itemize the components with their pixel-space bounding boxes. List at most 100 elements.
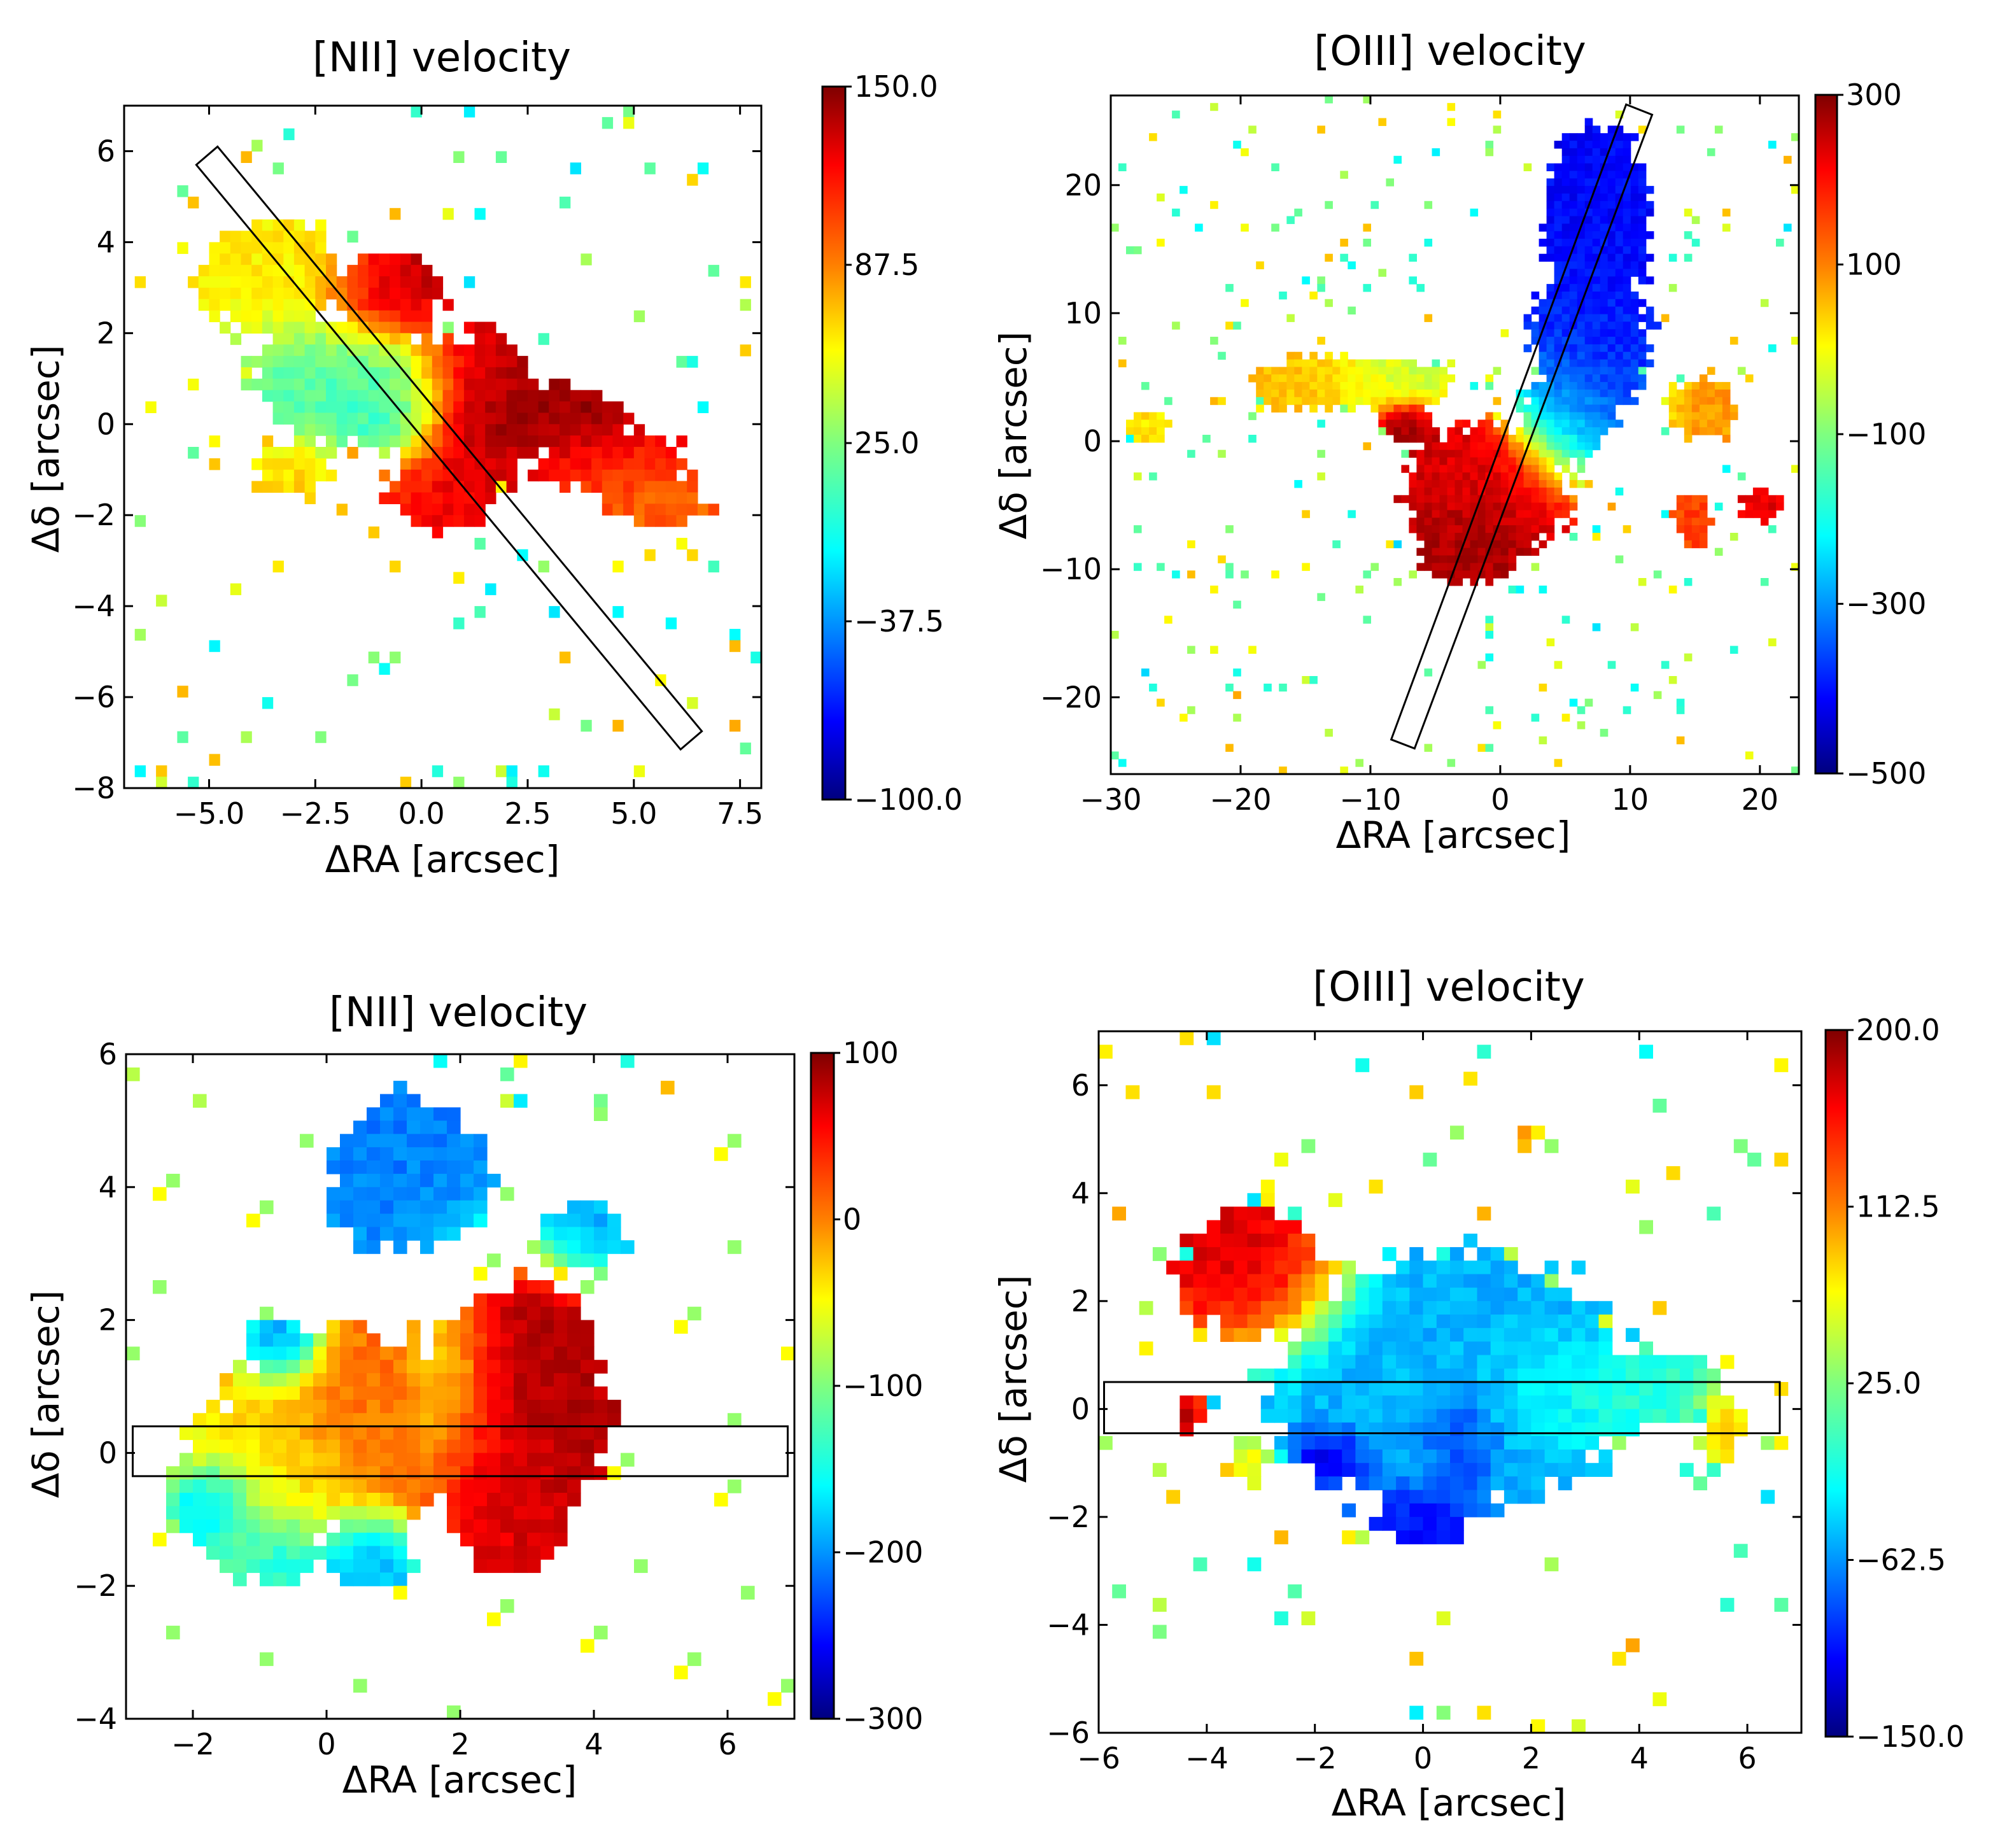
heatmap-cell: [1485, 420, 1494, 428]
heatmap-cell: [233, 1426, 247, 1441]
heatmap-cell: [241, 378, 252, 391]
heatmap-cell: [347, 356, 358, 368]
heatmap-cell: [1450, 1260, 1464, 1275]
heatmap-cell: [1684, 502, 1693, 511]
heatmap-cell: [594, 1439, 608, 1453]
heatmap-cell: [315, 367, 327, 379]
heatmap-cell: [1485, 502, 1494, 511]
heatmap-cell: [421, 435, 433, 448]
heatmap-cell: [1118, 163, 1127, 171]
heatmap-cell: [220, 1386, 234, 1400]
heatmap-cell: [644, 481, 656, 493]
heatmap-cell: [1768, 141, 1777, 149]
heatmap-cell: [1424, 397, 1433, 406]
heatmap-cell: [1493, 412, 1502, 420]
heatmap-cell: [554, 1493, 568, 1507]
heatmap-cell: [1523, 525, 1532, 533]
heatmap-cell: [517, 424, 528, 436]
heatmap-cell: [1470, 382, 1479, 390]
heatmap-cell: [433, 1200, 447, 1215]
heatmap-cell: [411, 458, 422, 470]
heatmap-cell: [293, 299, 306, 311]
heatmap-cell: [1546, 442, 1555, 451]
heatmap-cell: [1325, 359, 1333, 367]
heatmap-cell: [1314, 1449, 1329, 1464]
heatmap-cell: [500, 1373, 514, 1387]
heatmap-cell: [233, 1479, 247, 1493]
heatmap-cell: [1546, 178, 1555, 187]
heatmap-cell: [1248, 412, 1257, 420]
heatmap-cell: [273, 1373, 287, 1387]
heatmap-cell: [1523, 321, 1532, 330]
heatmap-cell: [1382, 1449, 1397, 1464]
heatmap-cell: [347, 447, 358, 459]
heatmap-cell: [1600, 382, 1609, 390]
heatmap-cell: [1477, 1368, 1491, 1383]
heatmap-cell: [1518, 1139, 1532, 1153]
heatmap-cell: [1477, 1503, 1491, 1518]
heatmap-cell: [273, 1546, 287, 1560]
y-tick-label: 2: [97, 316, 115, 350]
heatmap-cell: [1294, 359, 1302, 367]
heatmap-cell: [1630, 306, 1639, 314]
heatmap-cell: [134, 276, 146, 288]
heatmap-cell: [421, 458, 433, 470]
heatmap-cell: [1684, 253, 1693, 262]
heatmap-cell: [262, 356, 274, 368]
heatmap-cell: [1569, 382, 1578, 390]
heatmap-cell: [687, 356, 698, 368]
heatmap-cell: [1470, 465, 1479, 473]
heatmap-cell: [1424, 412, 1433, 420]
heatmap-cell: [1409, 1355, 1424, 1369]
heatmap-cell: [315, 413, 327, 425]
heatmap-cell: [1638, 223, 1647, 232]
heatmap-cell: [1666, 1355, 1680, 1369]
heatmap-cell: [1500, 449, 1509, 458]
heatmap-cell: [407, 1559, 421, 1573]
heatmap-cell: [567, 1320, 581, 1334]
x-tick-label: −2: [171, 1727, 215, 1761]
heatmap-cell: [347, 674, 358, 686]
heatmap-cell: [1561, 246, 1570, 255]
heatmap-cell: [1477, 1490, 1491, 1504]
heatmap-cell: [1584, 148, 1593, 157]
heatmap-cell: [188, 777, 199, 789]
heatmap-cell: [1247, 1274, 1262, 1288]
heatmap-cell: [1463, 1382, 1477, 1396]
heatmap-cell: [607, 1227, 621, 1241]
heatmap-cell: [453, 617, 465, 630]
heatmap-cell: [1600, 208, 1609, 217]
heatmap-cell: [1439, 563, 1448, 571]
heatmap-cell: [241, 265, 252, 277]
heatmap-cell: [1518, 1301, 1532, 1315]
heatmap-cell: [241, 287, 252, 300]
heatmap-cell: [1585, 1422, 1600, 1437]
heatmap-cell: [1774, 1058, 1789, 1073]
heatmap-cell: [1328, 1449, 1342, 1464]
heatmap-cell: [367, 1200, 381, 1215]
heatmap-cell: [313, 1346, 327, 1360]
heatmap-cell: [272, 367, 284, 379]
heatmap-cell: [1386, 178, 1394, 187]
heatmap-cell: [326, 378, 337, 391]
heatmap-cell: [358, 299, 369, 311]
heatmap-cell: [353, 1333, 367, 1347]
heatmap-cell: [1342, 1315, 1356, 1329]
heatmap-cell: [1615, 329, 1624, 337]
heatmap-cell: [1630, 194, 1639, 202]
heatmap-cell: [506, 378, 518, 391]
heatmap-cell: [246, 1386, 260, 1400]
heatmap-cell: [1382, 1355, 1397, 1369]
heatmap-cell: [1607, 374, 1616, 383]
heatmap-cell: [1638, 578, 1647, 586]
heatmap-cell: [1450, 1125, 1464, 1140]
heatmap-cell: [567, 1240, 581, 1254]
heatmap-cell: [1691, 533, 1700, 541]
heatmap-cell: [1569, 306, 1578, 314]
heatmap-cell: [447, 1147, 461, 1161]
heatmap-cell: [315, 378, 327, 391]
heatmap-cell: [1416, 547, 1425, 556]
heatmap-cell: [393, 1453, 407, 1467]
heatmap-cell: [241, 276, 252, 288]
